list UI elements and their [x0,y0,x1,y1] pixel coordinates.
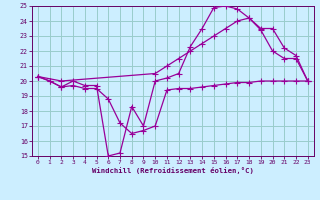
X-axis label: Windchill (Refroidissement éolien,°C): Windchill (Refroidissement éolien,°C) [92,167,254,174]
